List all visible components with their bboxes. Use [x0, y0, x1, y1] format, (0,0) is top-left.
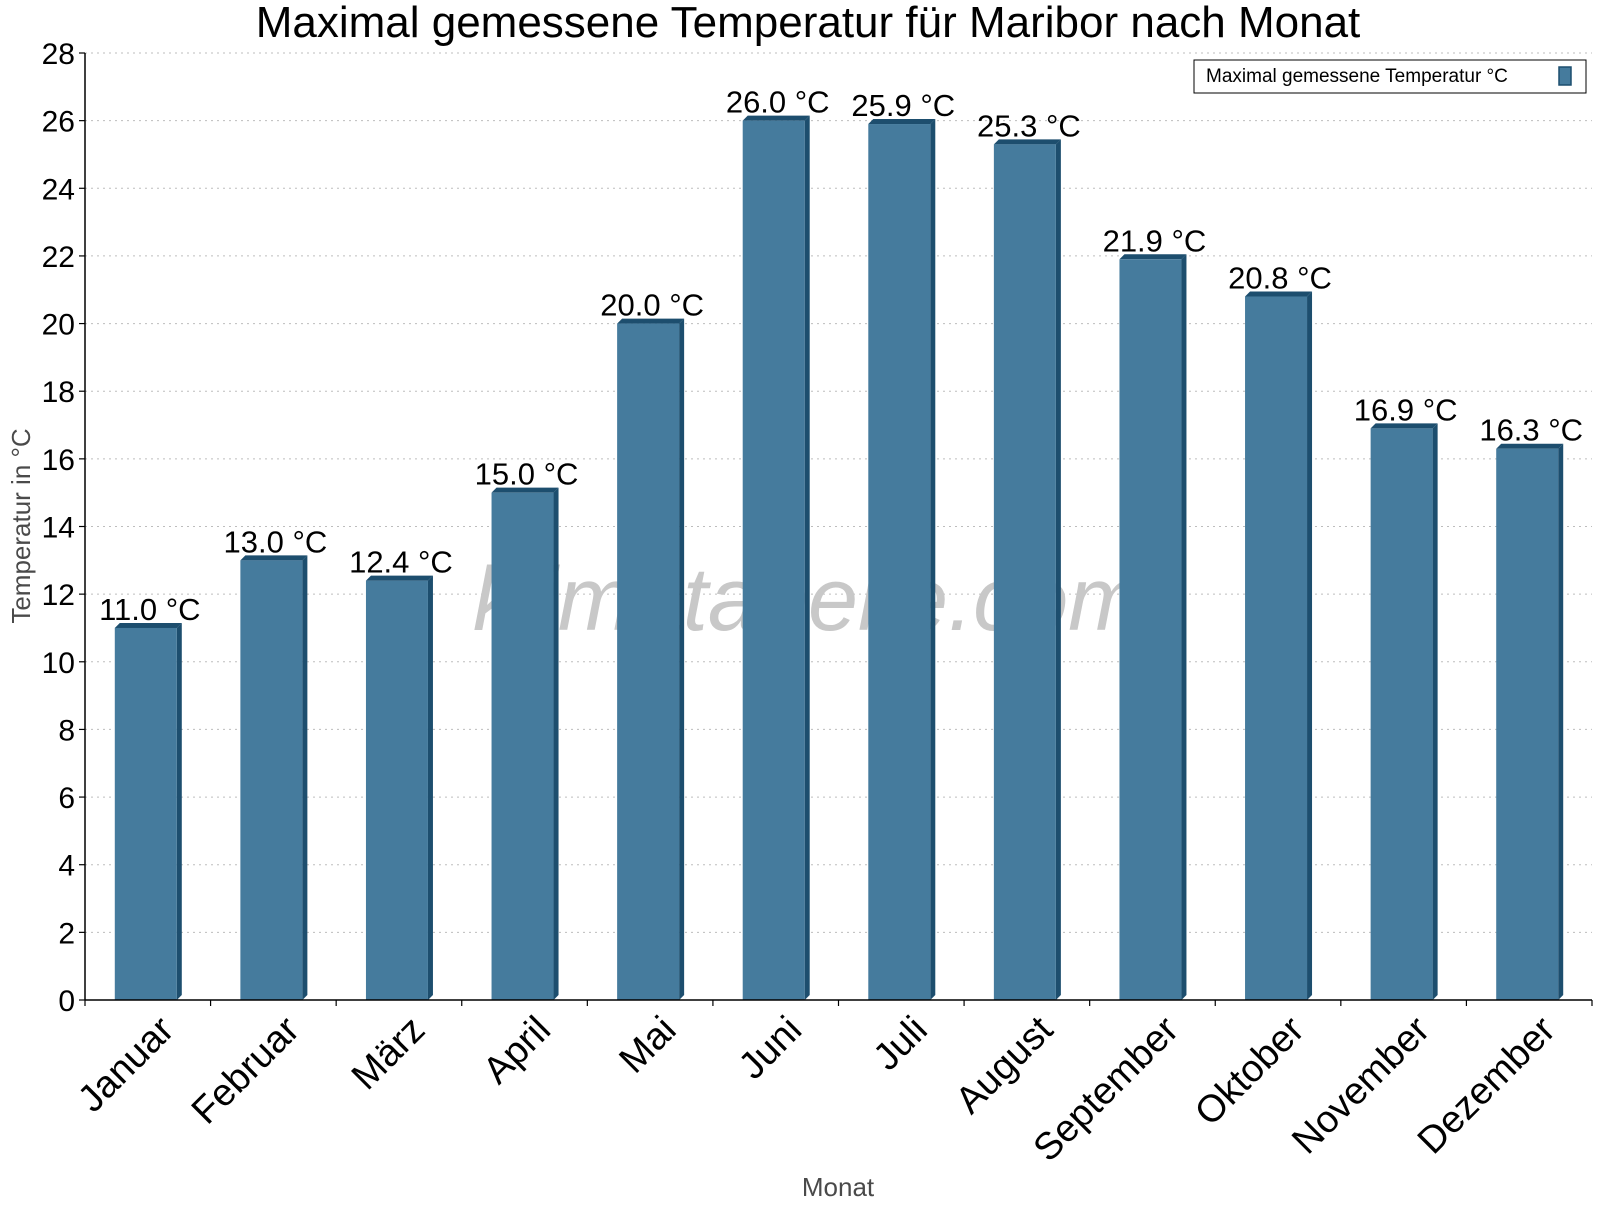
bar-side — [302, 555, 308, 1000]
data-label: 15.0 °C — [475, 457, 579, 492]
y-tick-label: 6 — [58, 782, 75, 815]
x-tick-label: August — [948, 1008, 1062, 1122]
x-tick-label: Oktober — [1187, 1008, 1313, 1134]
bar-side — [930, 119, 936, 1000]
y-tick-label: 18 — [42, 376, 75, 409]
bar-side — [679, 318, 685, 1001]
bar-top — [1245, 291, 1313, 297]
data-label: 16.9 °C — [1354, 392, 1458, 427]
bar-top — [993, 139, 1061, 145]
bar-side — [1307, 291, 1313, 1000]
y-tick-label: 24 — [42, 173, 75, 206]
data-label: 26.0 °C — [726, 85, 830, 120]
x-tick-label: Mai — [611, 1009, 684, 1082]
chart-title: Maximal gemessene Temperatur für Maribor… — [256, 0, 1361, 47]
y-axis-label: Temperatur in °C — [6, 428, 36, 623]
bar — [1496, 448, 1559, 1001]
bar — [868, 124, 931, 1000]
data-label: 12.4 °C — [349, 545, 453, 580]
bar-top — [617, 318, 685, 324]
y-tick-label: 20 — [42, 309, 75, 342]
bar-top — [491, 487, 559, 493]
x-tick-label: Juli — [866, 1009, 936, 1079]
x-tick-label: Februar — [184, 1008, 308, 1132]
x-tick-label: November — [1284, 1008, 1438, 1162]
x-axis-label: Monat — [802, 1172, 875, 1200]
bar-side — [1055, 139, 1061, 1000]
y-tick-label: 0 — [58, 985, 75, 1018]
bar-side — [1181, 254, 1187, 1000]
y-tick-label: 22 — [42, 241, 75, 274]
bar — [1370, 428, 1433, 1000]
x-tick-label: März — [344, 1009, 433, 1098]
y-tick-label: 26 — [42, 106, 75, 139]
legend-label: Maximal gemessene Temperatur °C — [1206, 66, 1508, 87]
bar-side — [427, 575, 433, 1000]
data-label: 16.3 °C — [1479, 413, 1583, 448]
y-tick-label: 28 — [42, 38, 75, 71]
bar-top — [365, 575, 433, 581]
data-label: 25.3 °C — [977, 108, 1081, 143]
bar — [742, 120, 805, 1000]
bar — [491, 492, 554, 1000]
bar-side — [1558, 443, 1564, 1001]
x-tick-label: Dezember — [1410, 1008, 1564, 1162]
bar — [114, 627, 177, 1000]
data-labels: 11.0 °C 13.0 °C 12.4 °C 15.0 °C 20.0 °C 26.0 … — [99, 85, 1583, 627]
bar — [1245, 296, 1308, 1000]
y-tick-label: 14 — [42, 512, 75, 545]
legend-box — [1193, 59, 1587, 94]
y-tick-label: 12 — [42, 579, 75, 612]
data-label: 20.8 °C — [1228, 261, 1332, 296]
bar — [617, 323, 680, 1001]
x-tick-label: Juni — [731, 1009, 810, 1088]
legend-swatch — [1558, 66, 1572, 86]
bar-top — [240, 555, 308, 561]
data-label: 21.9 °C — [1103, 223, 1207, 258]
bar-top — [742, 115, 810, 121]
bars — [114, 115, 1564, 1001]
bar-top — [1370, 423, 1438, 429]
bar-side — [176, 622, 182, 1000]
bar-top — [1119, 254, 1187, 260]
data-label: 20.0 °C — [600, 288, 704, 323]
y-tick-label: 8 — [58, 714, 75, 747]
bar-side — [804, 115, 810, 1000]
bar — [240, 560, 303, 1000]
data-label: 25.9 °C — [851, 88, 955, 123]
bar — [993, 144, 1056, 1000]
bar — [365, 580, 428, 1000]
x-tick-label: Januar — [70, 1008, 182, 1120]
x-tick-label: April — [475, 1009, 558, 1092]
bar-top — [868, 119, 936, 125]
grid-lines — [85, 52, 1592, 933]
y-tick-label: 10 — [42, 647, 75, 680]
bar — [1119, 259, 1182, 1001]
bar-side — [1432, 423, 1438, 1000]
y-tick-label: 4 — [58, 850, 75, 883]
y-tick-label: 2 — [58, 917, 75, 950]
data-label: 11.0 °C — [99, 592, 200, 627]
x-ticks: Januar Februar März April Mai Juni Juli AugustS… — [70, 1000, 1593, 1170]
bar-top — [1496, 443, 1564, 449]
data-label: 13.0 °C — [224, 524, 328, 559]
bar-side — [553, 487, 559, 1000]
legend: Maximal gemessene Temperatur °C — [1193, 59, 1587, 94]
y-tick-label: 16 — [42, 444, 75, 477]
bar-top — [114, 622, 182, 628]
